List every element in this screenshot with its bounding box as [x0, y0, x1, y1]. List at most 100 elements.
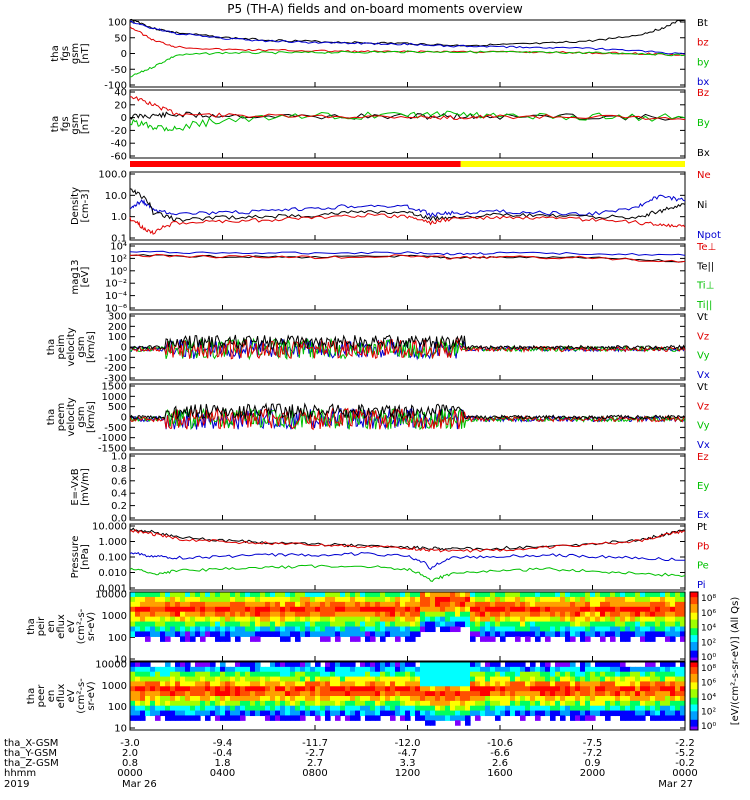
- spectrogram-cell: [490, 626, 496, 633]
- spectrogram-cell: [345, 671, 351, 678]
- spectrogram-cell: [185, 666, 191, 673]
- spectrogram-cell: [400, 601, 406, 608]
- spectrogram-cell: [220, 621, 226, 628]
- spectrogram-cell: [235, 700, 241, 707]
- spectrogram-cell: [195, 700, 201, 707]
- spectrogram-cell: [165, 626, 171, 633]
- spectrogram-cell: [580, 662, 586, 668]
- spectrogram-cell: [445, 710, 451, 717]
- spectrogram-cell: [445, 606, 451, 613]
- spectrogram-cell: [475, 621, 481, 628]
- spectrogram-cell: [325, 636, 331, 642]
- spectrogram-cell: [670, 616, 676, 623]
- spectrogram-cell: [375, 710, 381, 717]
- spectrogram-cell: [485, 626, 491, 633]
- spectrogram-cell: [425, 715, 431, 721]
- spectrogram-cell: [130, 715, 136, 721]
- spectrogram-cell: [255, 616, 261, 623]
- spectrogram-cell: [415, 686, 421, 692]
- spectrogram-cell: [250, 601, 256, 608]
- spectrogram-cell: [625, 631, 631, 637]
- spectrogram-cell: [300, 662, 306, 668]
- ephemeris-value: 0400: [210, 768, 235, 779]
- y-axis-label: en: [46, 620, 57, 633]
- spectrogram-cell: [265, 710, 271, 717]
- spectrogram-cell: [665, 700, 671, 707]
- spectrogram-cell: [525, 611, 531, 618]
- spectrogram-cell: [590, 676, 596, 683]
- spectrogram-cell: [535, 666, 541, 673]
- spectrogram-cell: [495, 631, 501, 637]
- y-tick-label: 0.100: [98, 553, 127, 564]
- y-tick-label: 100: [108, 18, 127, 29]
- spectrogram-cell: [405, 621, 411, 628]
- spectrogram-cell: [495, 662, 501, 668]
- spectrogram-cell: [205, 616, 211, 623]
- spectrogram-cell: [465, 596, 471, 603]
- spectrogram-cell: [465, 671, 471, 678]
- spectrogram-cell: [335, 636, 341, 642]
- spectrogram-cell: [215, 705, 221, 712]
- spectrogram-cell: [490, 691, 496, 697]
- spectrogram-cell: [470, 666, 476, 673]
- spectrogram-cell: [670, 700, 676, 707]
- spectrogram-cell: [195, 662, 201, 668]
- spectrogram-cell: [250, 681, 256, 687]
- spectrogram-cell: [460, 705, 466, 712]
- spectrogram-cell: [680, 700, 686, 707]
- colorbar-cell: [690, 699, 698, 702]
- spectrogram-cell: [560, 676, 566, 683]
- spectrogram-cell: [380, 606, 386, 613]
- colorbar-tick-label: 10⁸: [701, 664, 716, 674]
- spectrogram-cell: [200, 662, 206, 668]
- spectrogram-cell: [400, 626, 406, 633]
- spectrogram-cell: [325, 606, 331, 613]
- spectrogram-cell: [490, 601, 496, 608]
- spectrogram-cell: [380, 592, 386, 598]
- spectrogram-cell: [370, 705, 376, 712]
- spectrogram-cell: [460, 611, 466, 618]
- spectrogram-cell: [265, 691, 271, 697]
- spectrogram-cell: [595, 696, 601, 702]
- spectrogram-cell: [385, 676, 391, 683]
- spectrogram-cell: [670, 631, 676, 637]
- spectrogram-cell: [670, 666, 676, 673]
- spectrogram-cell: [270, 606, 276, 613]
- spectrogram-cell: [595, 662, 601, 668]
- spectrogram-cell: [620, 631, 626, 637]
- spectrogram-cell: [565, 626, 571, 633]
- spectrogram-cell: [230, 611, 236, 618]
- spectrogram-cell: [190, 592, 196, 598]
- spectrogram-cell: [165, 710, 171, 717]
- spectrogram-cell: [645, 626, 651, 633]
- spectrogram-cell: [510, 686, 516, 692]
- spectrogram-cell: [165, 686, 171, 692]
- spectrogram-cell: [545, 671, 551, 678]
- spectrogram-cell: [170, 611, 176, 618]
- spectrogram-cell: [235, 616, 241, 623]
- spectrogram-cell: [420, 676, 426, 683]
- spectrogram-cell: [165, 616, 171, 623]
- spectrogram-cell: [515, 710, 521, 717]
- spectrogram-cell: [255, 710, 261, 717]
- spectrogram-cell: [305, 621, 311, 628]
- spectrogram-cell: [370, 676, 376, 683]
- spectrogram-cell: [350, 606, 356, 613]
- spectrogram-cell: [380, 696, 386, 702]
- spectrogram-cell: [175, 671, 181, 678]
- spectrogram-cell: [465, 681, 471, 687]
- y-tick-label: 10000: [95, 660, 127, 671]
- spectrogram-cell: [300, 715, 306, 721]
- spectrogram-cell: [445, 676, 451, 683]
- spectrogram-cell: [330, 691, 336, 697]
- spectrogram-cell: [675, 696, 681, 702]
- spectrogram-cell: [160, 596, 166, 603]
- spectrogram-cell: [465, 676, 471, 683]
- spectrogram-cell: [520, 696, 526, 702]
- colorbar-cell: [690, 647, 698, 650]
- spectrogram-cell: [135, 666, 141, 673]
- spectrogram-cell: [140, 681, 146, 687]
- spectrogram-cell: [505, 666, 511, 673]
- spectrogram-cell: [650, 715, 656, 721]
- spectrogram-cell: [605, 676, 611, 683]
